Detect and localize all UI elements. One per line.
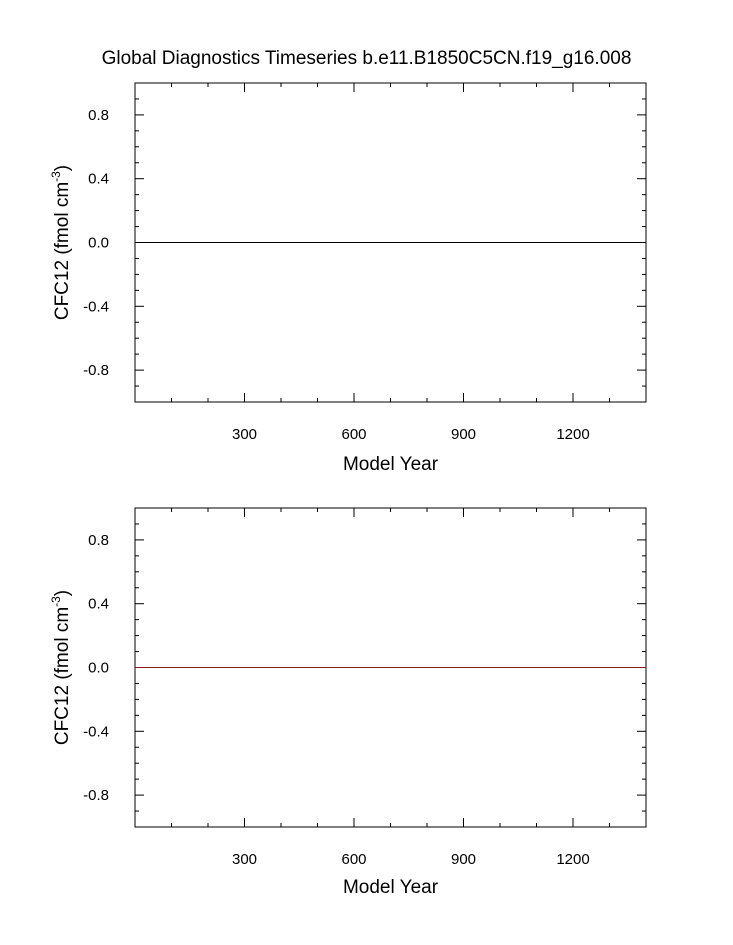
panel-top: 300 600 900 1200 0.8 0.4 0.0 -0.4 -0.8 Model Year…	[49, 82, 647, 475]
y-tick-label: -0.4	[83, 723, 109, 740]
x-tick-label: 1200	[556, 851, 589, 868]
x-tick-label: 600	[341, 426, 366, 443]
y-tick-label: 0.8	[88, 107, 109, 124]
y-tick-label: -0.4	[83, 298, 109, 315]
x-axis-label: Model Year	[343, 877, 439, 898]
x-tick-label: 1200	[556, 426, 589, 443]
x-tick-label: 900	[451, 851, 476, 868]
y-tick-label: -0.8	[83, 362, 109, 379]
x-axis-label: Model Year	[343, 454, 439, 475]
y-axis-label: CFC12 (fmol cm-3)	[49, 590, 73, 745]
y-tick-label: 0.8	[88, 532, 109, 549]
y-tick-label: 0.4	[88, 171, 109, 188]
y-tick-label: 0.0	[88, 660, 109, 677]
y-tick-label: -0.8	[83, 787, 109, 804]
y-tick-label: 0.0	[88, 235, 109, 252]
panel-bottom: 300 600 900 1200 0.8 0.4 0.0 -0.4 -0.8 Model Year…	[49, 507, 647, 898]
x-tick-label: 300	[232, 426, 257, 443]
x-tick-label: 600	[341, 851, 366, 868]
x-tick-label: 300	[232, 851, 257, 868]
chart-title: Global Diagnostics Timeseries b.e11.B185…	[101, 48, 632, 69]
y-tick-label: 0.4	[88, 596, 109, 613]
y-axis-label: CFC12 (fmol cm-3)	[49, 165, 73, 320]
x-tick-label: 900	[451, 426, 476, 443]
